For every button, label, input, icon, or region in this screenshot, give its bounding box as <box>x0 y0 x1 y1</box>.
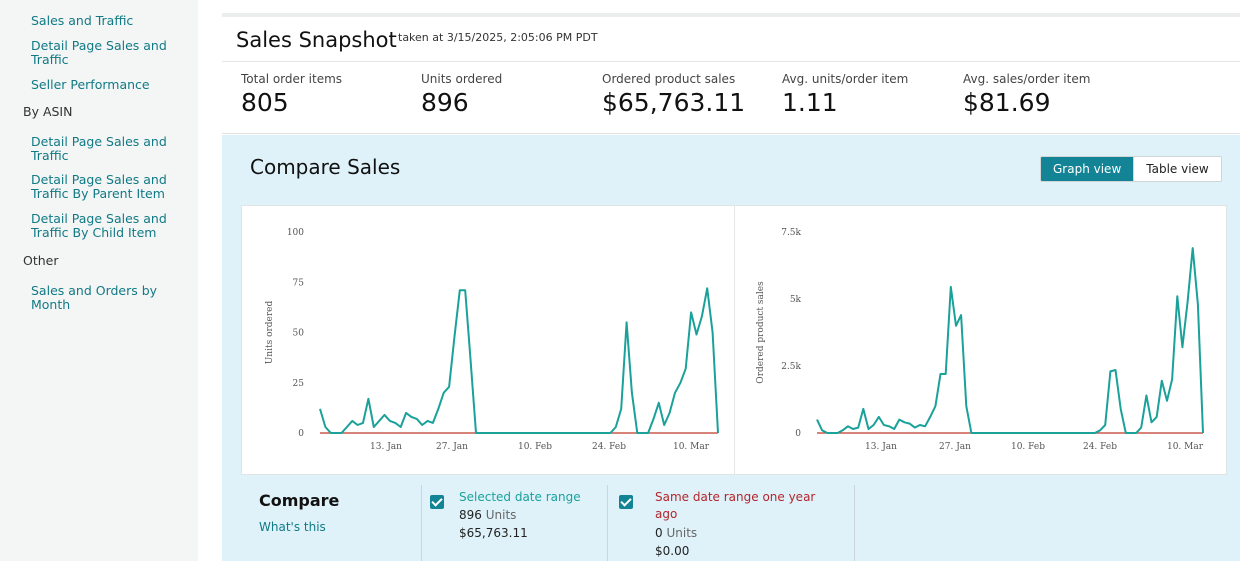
last-year-units-value: 0 <box>655 526 663 540</box>
sales-snapshot-card: Sales Snapshot taken at 3/15/2025, 2:05:… <box>222 13 1240 134</box>
units-ordered-chart: 0 25 50 75 100 13. Jan 27. Jan 10. Feb 24. Feb 10… <box>265 228 719 452</box>
x-tick-label: 10. Mar <box>673 442 710 452</box>
table-view-button[interactable]: Table view <box>1133 157 1221 181</box>
selected-units-value: 896 <box>459 508 482 522</box>
metric-avg-sales-order-item: Avg. sales/order item $81.69 <box>963 72 1090 117</box>
sidebar-link-detail-page-sales-traffic[interactable]: Detail Page Sales and Traffic <box>31 38 167 67</box>
whats-this-link[interactable]: What's this <box>259 520 326 534</box>
metric-units-ordered: Units ordered 896 <box>421 72 502 117</box>
selected-units: 896 Units <box>459 508 516 522</box>
compare-sales-title: Compare Sales <box>250 155 401 179</box>
y-axis-title: Ordered product sales <box>756 281 766 384</box>
x-tick-label: 10. Feb <box>518 442 552 452</box>
metric-label: Units ordered <box>421 72 503 86</box>
y-axis-title: Units ordered <box>265 300 275 364</box>
x-tick-label: 27. Jan <box>436 442 468 452</box>
metric-value: 896 <box>421 88 469 117</box>
selected-sales-value: $65,763.11 <box>459 526 528 540</box>
last-year-date-range-label: Same date range one year ago <box>655 490 816 521</box>
selected-date-range-item: Selected date range 896 Units $65,763.11 <box>421 485 608 561</box>
series-selected-range-line <box>816 247 1204 434</box>
y-tick-label: 75 <box>293 278 305 288</box>
x-tick-label: 10. Mar <box>1167 442 1204 452</box>
units-label: Units <box>485 508 517 522</box>
compare-sales-panel: Compare Sales Graph view Table view 0 25 5… <box>222 135 1240 561</box>
metric-label: Avg. sales/order item <box>963 72 1091 86</box>
sidebar-link-sales-and-traffic[interactable]: Sales and Traffic <box>31 13 134 28</box>
series-selected-range-line <box>319 287 719 434</box>
y-tick-label: 25 <box>293 379 305 389</box>
metric-total-order-items: Total order items 805 <box>241 72 342 117</box>
content-gutter <box>198 8 222 561</box>
last-year-date-range-checkbox[interactable] <box>619 495 633 509</box>
y-tick-label: 0 <box>298 429 304 439</box>
graph-view-button[interactable]: Graph view <box>1041 157 1134 181</box>
metric-avg-units-order-item: Avg. units/order item 1.11 <box>782 72 908 117</box>
sidebar: Sales and Traffic Detail Page Sales and … <box>0 0 198 561</box>
y-tick-label: 5k <box>790 295 802 305</box>
sidebar-group-by-asin: By ASIN <box>23 104 73 119</box>
sidebar-group-other: Other <box>23 253 59 268</box>
metric-label: Total order items <box>241 72 343 86</box>
ordered-product-sales-chart: 0 2.5k 5k 7.5k 13. Jan 27. Jan 10. Feb 24. Feb 1… <box>756 228 1204 452</box>
y-tick-label: 2.5k <box>781 362 801 372</box>
sidebar-link-asin-detail-page[interactable]: Detail Page Sales and Traffic <box>31 134 167 163</box>
metric-label: Avg. units/order item <box>782 72 909 86</box>
selected-date-range-checkbox[interactable] <box>430 495 444 509</box>
x-tick-label: 27. Jan <box>939 442 971 452</box>
divider <box>222 61 1240 62</box>
snapshot-timestamp: taken at 3/15/2025, 2:05:06 PM PDT <box>398 31 598 44</box>
sidebar-link-seller-performance[interactable]: Seller Performance <box>31 77 150 92</box>
metric-value: $81.69 <box>963 88 1051 117</box>
x-tick-label: 10. Feb <box>1011 442 1045 452</box>
metric-label: Ordered product sales <box>602 72 736 86</box>
x-tick-label: 13. Jan <box>370 442 402 452</box>
divider <box>734 206 735 474</box>
snapshot-title: Sales Snapshot <box>236 28 397 52</box>
y-tick-label: 100 <box>287 228 304 238</box>
compare-legend: Compare What's this Selected date range … <box>241 485 1225 561</box>
sidebar-link-asin-child-item[interactable]: Detail Page Sales and Traffic By Child I… <box>31 211 167 240</box>
selected-date-range-label: Selected date range <box>459 490 581 504</box>
metric-ordered-product-sales: Ordered product sales $65,763.11 <box>602 72 745 117</box>
sidebar-link-sales-orders-by-month[interactable]: Sales and Orders by Month <box>31 283 158 312</box>
metric-value: 805 <box>241 88 289 117</box>
charts-container: 0 25 50 75 100 13. Jan 27. Jan 10. Feb 24. Feb 10… <box>241 205 1227 475</box>
x-tick-label: 13. Jan <box>865 442 897 452</box>
y-tick-label: 50 <box>293 329 305 339</box>
sidebar-link-asin-parent-item[interactable]: Detail Page Sales and Traffic By Parent … <box>31 172 167 201</box>
view-toggle: Graph view Table view <box>1040 156 1222 182</box>
last-year-date-range-item: Same date range one year ago 0 Units $0.… <box>607 485 855 561</box>
y-tick-label: 7.5k <box>781 228 801 238</box>
metric-value: $65,763.11 <box>602 88 746 117</box>
compare-heading: Compare <box>259 491 340 510</box>
last-year-sales-value: $0.00 <box>655 544 690 558</box>
x-tick-label: 24. Feb <box>1083 442 1117 452</box>
y-tick-label: 0 <box>795 429 801 439</box>
units-label: Units <box>666 526 698 540</box>
last-year-units: 0 Units <box>655 526 697 540</box>
metric-value: 1.11 <box>782 88 838 117</box>
x-tick-label: 24. Feb <box>592 442 626 452</box>
